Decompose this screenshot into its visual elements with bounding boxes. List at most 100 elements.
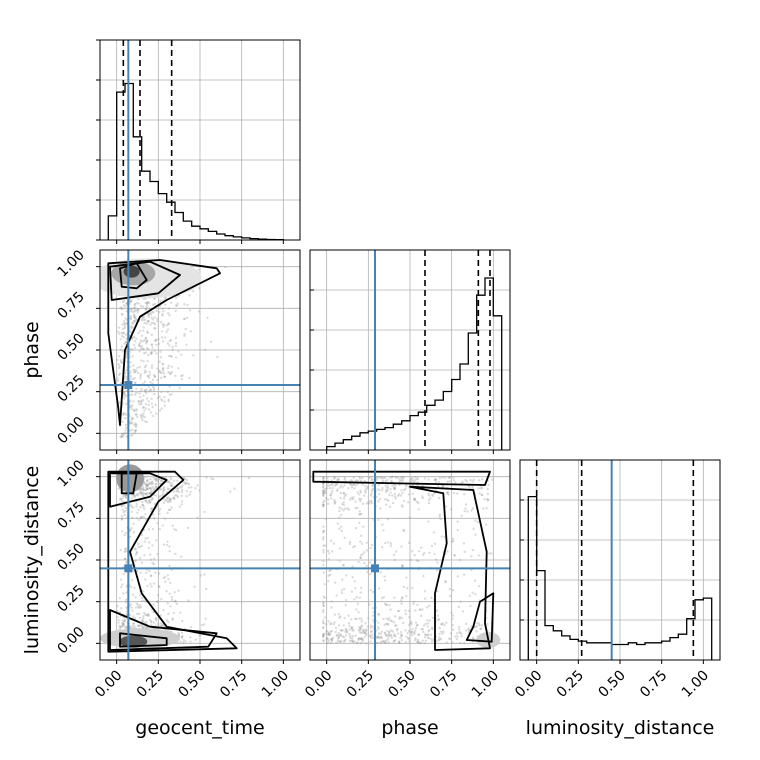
scatter-point <box>139 373 143 376</box>
scatter-point <box>118 355 121 358</box>
scatter-point <box>381 523 384 526</box>
scatter-point <box>120 514 124 518</box>
contour-outer-group <box>107 470 238 653</box>
contour-mid <box>109 472 168 508</box>
scatter-point <box>144 613 147 616</box>
scatter-point <box>140 544 144 548</box>
scatter-point <box>343 616 346 620</box>
scatter-point <box>120 331 123 335</box>
scatter-point <box>411 586 414 590</box>
scatter-point <box>326 630 329 633</box>
scatter-point <box>409 558 412 562</box>
scatter-point <box>347 508 351 511</box>
y-tick-label: 1.00 <box>54 247 87 280</box>
density-region <box>123 265 140 278</box>
scatter-point <box>349 498 352 501</box>
scatter-point <box>168 344 171 347</box>
scatter-point <box>332 477 336 480</box>
scatter-point <box>119 548 122 552</box>
scatter-point <box>342 624 345 627</box>
scatter-point <box>402 528 405 532</box>
scatter-point <box>326 641 330 644</box>
scatter-point <box>451 641 454 644</box>
scatter-point <box>185 316 189 319</box>
scatter-point <box>138 604 142 607</box>
scatter-point <box>130 510 133 514</box>
scatter-point <box>164 336 167 339</box>
scatter-point <box>167 621 170 624</box>
scatter-point <box>151 318 155 321</box>
scatter-point <box>350 478 353 482</box>
scatter-point <box>387 637 390 640</box>
scatter-point <box>464 503 468 506</box>
scatter-point <box>133 335 136 339</box>
scatter-point <box>378 488 381 492</box>
scatter-point <box>139 571 142 574</box>
scatter-point <box>144 499 147 503</box>
scatter-point <box>152 582 156 585</box>
scatter-point <box>339 496 342 500</box>
scatter-point <box>323 544 327 547</box>
scatter-point <box>322 529 326 532</box>
scatter-point <box>139 415 143 418</box>
scatter-point <box>322 571 326 574</box>
scatter-point <box>158 310 161 314</box>
scatter-point <box>129 535 132 538</box>
scatter-point <box>135 387 138 390</box>
scatter-point <box>349 482 352 486</box>
scatter-point <box>128 365 132 368</box>
scatter-point <box>147 546 151 550</box>
scatter-point <box>175 602 179 605</box>
scatter-point <box>138 403 141 406</box>
scatter-point <box>124 495 127 499</box>
scatter-point <box>364 488 368 491</box>
scatter-point <box>471 591 474 594</box>
scatter-point <box>141 626 145 629</box>
scatter-point <box>155 309 158 313</box>
scatter-point <box>361 483 364 486</box>
scatter-point <box>180 377 184 381</box>
scatter-point <box>416 623 419 627</box>
scatter-point <box>117 326 121 329</box>
scatter-point <box>122 413 125 417</box>
scatter-point <box>124 531 128 535</box>
scatter-point <box>144 578 147 581</box>
scatter-point <box>132 377 135 381</box>
x-tick-label: 0.50 <box>175 668 208 701</box>
scatter-point <box>358 475 361 479</box>
scatter-point <box>138 350 141 353</box>
scatter-point <box>154 617 158 620</box>
scatter-point <box>382 476 385 480</box>
scatter-point <box>145 303 149 306</box>
scatter-point <box>479 627 482 631</box>
scatter-point <box>398 641 401 645</box>
scatter-point <box>146 313 150 316</box>
scatter-point <box>124 557 127 561</box>
scatter-point <box>223 265 227 269</box>
scatter-point <box>133 617 136 620</box>
panel-2-1 <box>310 460 510 660</box>
xlabel-geocent-time: geocent_time <box>135 717 264 739</box>
scatter-point <box>142 488 145 492</box>
scatter-point <box>330 638 334 642</box>
scatter-point <box>171 348 174 352</box>
scatter-point <box>143 488 146 491</box>
scatter-point <box>141 494 145 497</box>
scatter-point <box>351 634 354 638</box>
scatter-point <box>140 345 144 348</box>
scatter-point <box>381 596 384 600</box>
density-region <box>119 635 148 648</box>
scatter-point <box>452 478 456 482</box>
scatter-point <box>137 400 140 404</box>
scatter-point <box>205 476 208 479</box>
scatter-point <box>439 630 443 633</box>
panel-1-1 <box>310 250 510 451</box>
scatter-point <box>116 605 119 608</box>
scatter-point <box>124 509 127 513</box>
scatter-point <box>161 490 165 494</box>
scatter-point <box>184 327 187 331</box>
scatter-point <box>154 478 157 481</box>
scatter-point <box>147 313 151 316</box>
scatter-point <box>439 517 442 521</box>
scatter-point <box>342 501 345 504</box>
